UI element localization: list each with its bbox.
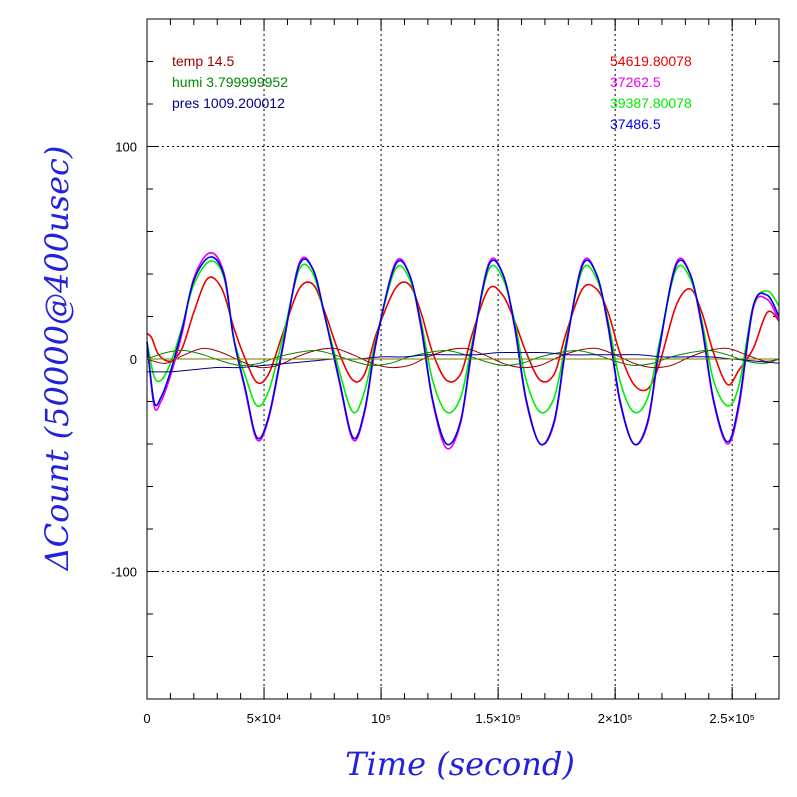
- x-tick-labels: 0 5×10⁴ 10⁵ 1.5×10⁵ 2×10⁵ 2.5×10⁵: [143, 711, 755, 726]
- y-tick-label: -100: [111, 565, 137, 580]
- x-tick-label: 0: [143, 711, 150, 726]
- series-legend-entry: 54619.80078: [610, 53, 692, 69]
- x-tick-label: 2×10⁵: [598, 711, 633, 726]
- series-line: [146, 351, 780, 373]
- series-legend-entry: 37262.5: [610, 74, 661, 90]
- x-tick-label: 5×10⁴: [247, 711, 282, 726]
- x-tick-label: 2.5×10⁵: [709, 711, 755, 726]
- series-group: [146, 251, 780, 450]
- y-tick-label: 0: [130, 352, 137, 367]
- x-axis-title: Time (second): [345, 745, 575, 783]
- series-line: [146, 276, 780, 392]
- series-legend-entry: 37486.5: [610, 116, 661, 132]
- y-axis-title: ΔCount (50000@400usec): [38, 146, 76, 573]
- y-tick-label: 100: [115, 140, 137, 155]
- legend: temp 14.5 humi 3.799999952 pres 1009.20001…: [172, 53, 692, 132]
- x-tick-label: 1.5×10⁵: [475, 711, 521, 726]
- env-legend-entry: pres 1009.200012: [172, 95, 285, 111]
- env-legend-entry: temp 14.5: [172, 53, 234, 69]
- series-legend-entry: 39387.80078: [610, 95, 692, 111]
- plot-frame: [146, 18, 780, 700]
- x-tick-label: 10⁵: [371, 711, 391, 726]
- env-legend-entry: humi 3.799999952: [172, 74, 288, 90]
- y-tick-labels: 100 0 -100: [111, 140, 137, 580]
- series-line: [146, 256, 780, 446]
